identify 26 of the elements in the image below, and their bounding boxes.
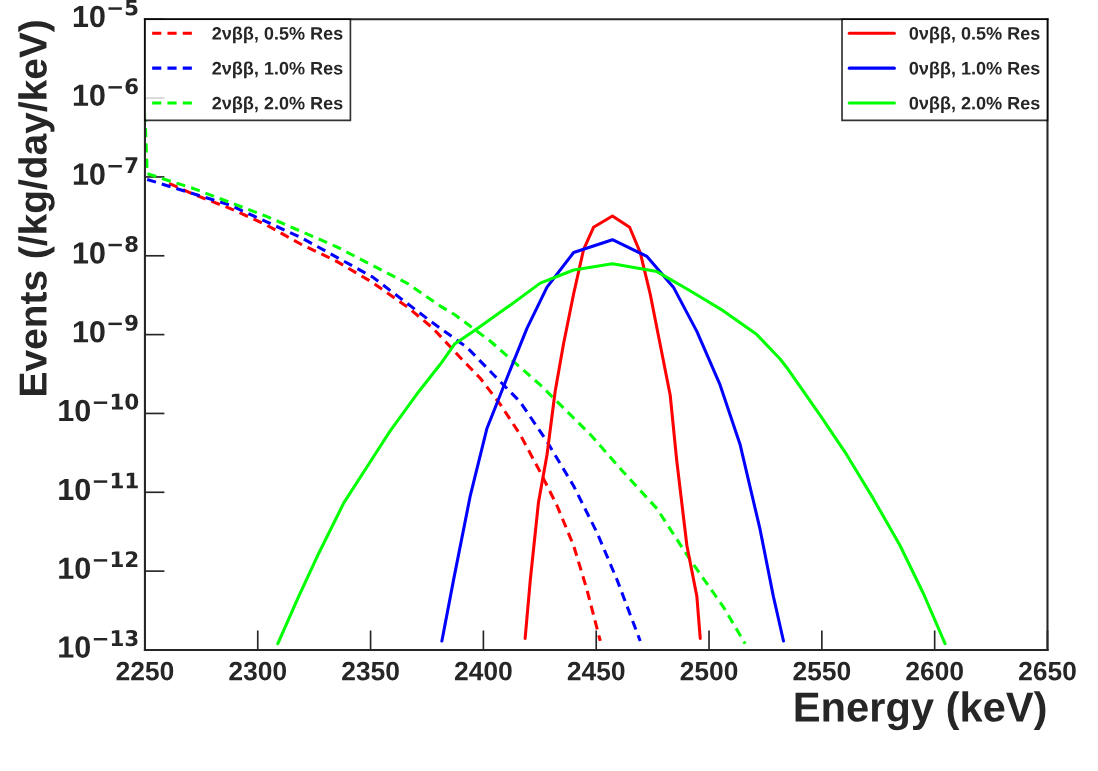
x-tick-label: 2450 — [567, 661, 625, 681]
y-tick-label: 10$^{−6}$ — [73, 78, 138, 107]
y-tick-label: 10$^{−8}$ — [73, 235, 138, 264]
x-tick-label: 2600 — [906, 661, 963, 681]
x-tick-label: 2550 — [793, 661, 851, 681]
x-tick-label: 2300 — [229, 661, 287, 681]
x-tick-label: 2650 — [1019, 661, 1076, 681]
y-tick-label: 10$^{−7}$ — [73, 157, 138, 185]
y-tick-label: 10$^{−10}$ — [59, 393, 139, 422]
y-tick-label: 10$^{−12}$ — [59, 551, 138, 580]
legend-label: 2νββ, 2.0% Res — [212, 96, 343, 114]
y-tick-label: 10$^{−11}$ — [59, 472, 138, 501]
x-tick-label: 2250 — [116, 661, 174, 681]
legend-label: 2νββ, 1.0% Res — [212, 61, 343, 79]
legend-label: 0νββ, 1.0% Res — [909, 61, 1040, 79]
x-axis-title: Energy (keV) — [795, 691, 1046, 731]
x-tick-label: 2350 — [342, 661, 399, 681]
x-tick-label: 2500 — [680, 661, 738, 681]
y-tick-label: 10$^{−5}$ — [73, 0, 138, 28]
legend-label: 0νββ, 0.5% Res — [909, 26, 1040, 44]
y-axis-title: Events (/kg/day/keV) — [18, 21, 55, 395]
y-tick-label: 10$^{−13}$ — [59, 630, 138, 658]
y-tick-label: 10$^{−9}$ — [73, 314, 138, 343]
legend-label: 0νββ, 2.0% Res — [909, 96, 1040, 114]
legend-label: 2νββ, 0.5% Res — [212, 26, 343, 44]
x-tick-label: 2400 — [454, 661, 512, 681]
